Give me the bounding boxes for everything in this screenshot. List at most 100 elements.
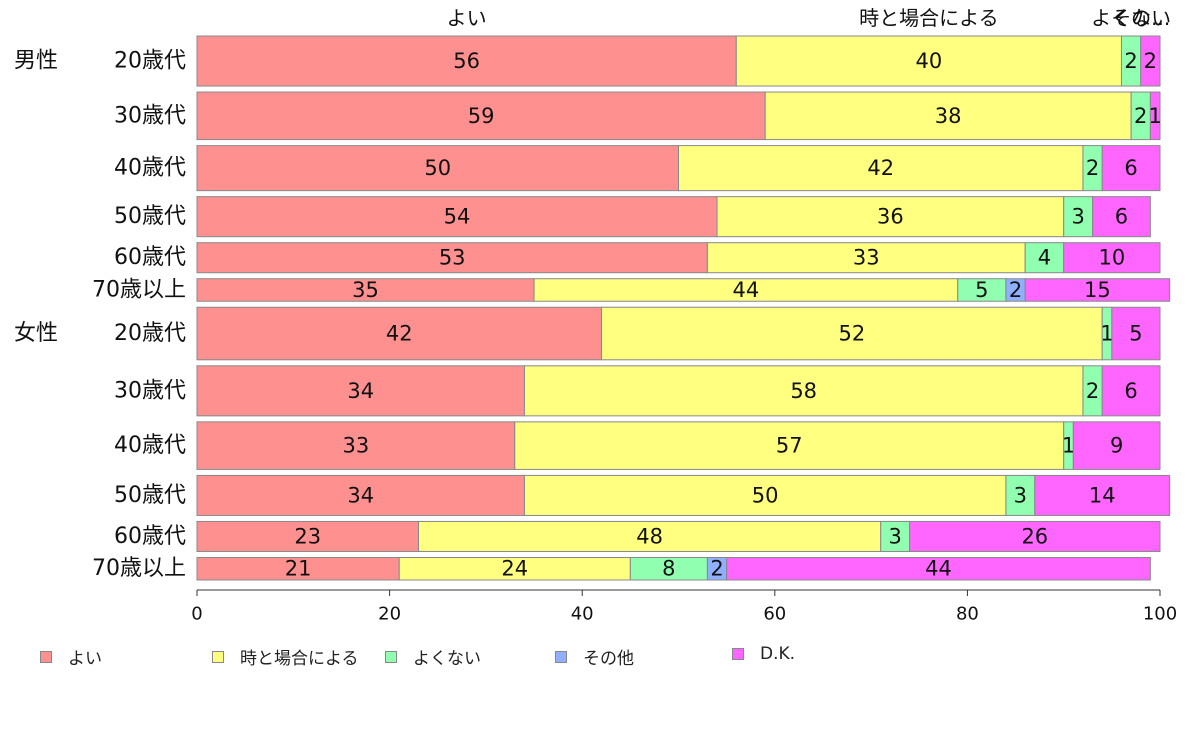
bar-segment — [417, 520, 882, 552]
data-label: 21 — [285, 557, 312, 581]
x-tick-label: 40 — [571, 604, 594, 625]
data-label: 36 — [877, 205, 904, 229]
top-label: よい — [447, 6, 487, 30]
legend-swatch — [732, 648, 744, 660]
data-label: 44 — [733, 278, 760, 302]
bar-segment — [196, 365, 525, 417]
data-label: 33 — [853, 246, 880, 270]
legend-item: よい — [40, 644, 102, 669]
data-label: 1 — [1062, 434, 1075, 458]
data-label: 1 — [1148, 104, 1161, 128]
data-label: 48 — [636, 524, 663, 548]
bar-segment — [716, 196, 1065, 238]
data-label: 6 — [1115, 205, 1128, 229]
legend-label: 時と場合による — [240, 649, 359, 669]
data-label: 2 — [710, 557, 723, 581]
bar-segment — [1092, 196, 1151, 238]
data-label: 58 — [790, 379, 817, 403]
data-label: 2 — [1009, 278, 1022, 302]
data-label: 3 — [1071, 205, 1084, 229]
data-label: 53 — [439, 246, 466, 270]
x-tick-label: 80 — [956, 604, 979, 625]
data-label: 50 — [752, 483, 779, 507]
data-label: 2 — [1124, 49, 1137, 73]
data-label: 2 — [1134, 104, 1147, 128]
bar-segment — [706, 242, 1026, 274]
legend-item: D.K. — [732, 644, 795, 664]
bar-segment — [1024, 278, 1171, 302]
row-label: 40歳代 — [114, 433, 186, 458]
x-tick-label: 100 — [1143, 604, 1177, 625]
bar-segment — [1101, 365, 1161, 417]
bar-segment — [1024, 242, 1065, 274]
group-label: 女性 — [14, 321, 58, 346]
bar-segment — [726, 556, 1151, 581]
bar-segment — [523, 474, 1007, 516]
row-label: 20歳代 — [114, 321, 186, 346]
data-label: 2 — [1086, 379, 1099, 403]
x-tick-label: 60 — [763, 604, 786, 625]
bar-segment — [196, 35, 737, 87]
top-label: 時と場合による — [859, 6, 998, 30]
bar-segment — [1140, 35, 1161, 87]
bar-segment — [1149, 91, 1161, 141]
chart-legend: よい 時と場合による よくない その他 D.K. — [40, 644, 1140, 669]
data-label: 15 — [1084, 278, 1111, 302]
data-label: 35 — [352, 278, 379, 302]
data-label: 24 — [501, 557, 528, 581]
row-label: 70歳以上 — [92, 277, 186, 302]
bar-segment — [764, 91, 1132, 141]
x-tick-label: 0 — [191, 604, 202, 625]
legend-label: よい — [68, 649, 102, 669]
data-label: 57 — [776, 434, 803, 458]
row-label: 50歳代 — [114, 483, 186, 508]
bar-segment — [196, 196, 718, 238]
data-label: 3 — [888, 524, 901, 548]
data-label: 54 — [444, 205, 471, 229]
data-label: 3 — [1014, 483, 1027, 507]
bar-segment — [1034, 474, 1171, 516]
data-label: 23 — [294, 524, 321, 548]
top-label: よくない — [1091, 6, 1171, 30]
data-label: 26 — [1021, 524, 1048, 548]
group-label: 男性 — [14, 49, 58, 74]
data-label: 42 — [867, 156, 894, 180]
bar-segment — [523, 365, 1084, 417]
bar-segment — [196, 421, 516, 470]
bar-segment — [735, 35, 1122, 87]
bar-segment — [196, 306, 602, 361]
data-label: 6 — [1124, 379, 1137, 403]
bar-segment — [678, 145, 1084, 192]
bar-segment — [1072, 421, 1161, 470]
row-label: 40歳代 — [114, 156, 186, 181]
x-tick-label: 20 — [378, 604, 401, 625]
legend-label: よくない — [413, 649, 481, 669]
row-label: 60歳代 — [114, 524, 186, 549]
bar-segment — [600, 306, 1103, 361]
legend-swatch — [555, 650, 567, 663]
data-label: 2 — [1144, 49, 1157, 73]
row-label: 50歳代 — [114, 204, 186, 229]
data-label: 38 — [935, 104, 962, 128]
legend-label: その他 — [583, 649, 634, 669]
legend-label: D.K. — [760, 644, 796, 664]
data-label: 42 — [386, 322, 413, 346]
data-label: 50 — [424, 156, 451, 180]
bar-segment — [1063, 242, 1161, 274]
data-label: 1 — [1100, 322, 1113, 346]
data-label: 6 — [1124, 156, 1137, 180]
bar-segment — [196, 474, 525, 516]
data-label: 34 — [347, 379, 374, 403]
row-label: 60歳代 — [114, 245, 186, 270]
legend-swatch — [212, 650, 224, 663]
data-label: 5 — [1129, 322, 1142, 346]
top-label: その... — [1111, 6, 1170, 30]
data-label: 52 — [838, 322, 865, 346]
data-label: 33 — [343, 434, 370, 458]
legend-item: 時と場合による — [212, 644, 359, 669]
data-label: 14 — [1089, 483, 1116, 507]
legend-swatch — [385, 650, 397, 663]
data-label: 34 — [347, 483, 374, 507]
data-label: 9 — [1110, 434, 1123, 458]
